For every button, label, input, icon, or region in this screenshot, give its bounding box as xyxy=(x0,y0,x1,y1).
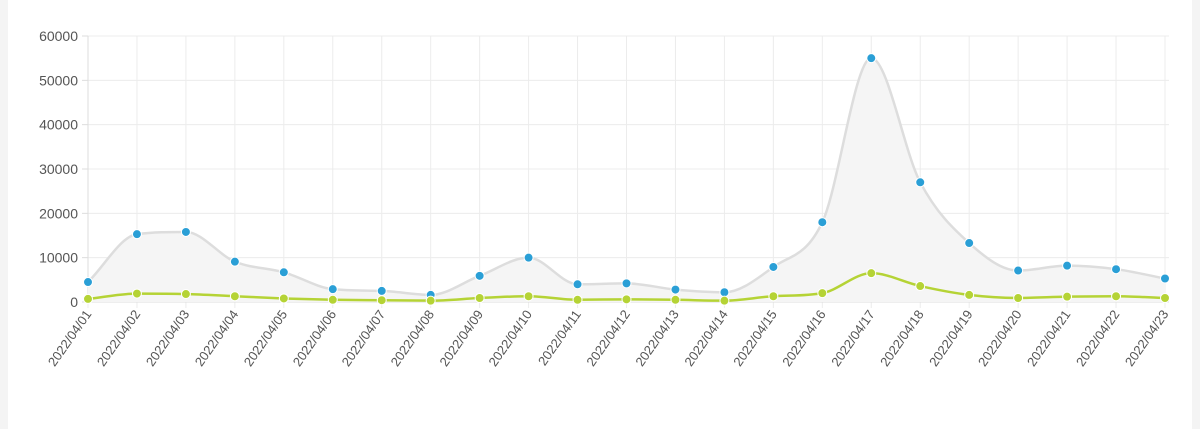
y-tick-label: 40000 xyxy=(39,117,78,133)
x-tick-label: 2022/04/02 xyxy=(94,307,144,369)
y-tick-label: 50000 xyxy=(39,72,78,88)
series-1-point xyxy=(719,287,730,298)
x-tick-label: 2022/04/19 xyxy=(926,307,976,369)
x-tick-label: 2022/04/06 xyxy=(290,307,340,369)
x-tick-label: 2022/04/10 xyxy=(485,307,535,369)
line-chart: 0 10000 20000 30000 40000 50000 60000 2022/04/… xyxy=(39,28,1172,369)
x-tick-label: 2022/04/09 xyxy=(436,307,486,369)
x-tick-label: 2022/04/12 xyxy=(583,307,633,369)
x-tick-label: 2022/04/07 xyxy=(339,307,389,369)
x-tick-label: 2022/04/05 xyxy=(241,307,291,369)
series-2-point xyxy=(964,289,975,300)
series-2-point xyxy=(817,288,828,299)
series-2-point xyxy=(83,293,93,304)
x-tick-label: 2022/04/15 xyxy=(730,307,780,369)
y-tick-label: 30000 xyxy=(39,161,78,177)
series-2-point xyxy=(1062,291,1073,302)
series-layer xyxy=(83,53,1170,306)
y-tick-label: 20000 xyxy=(39,205,78,221)
series-2-point xyxy=(474,293,485,304)
series-2-point xyxy=(376,295,387,306)
y-axis: 0 10000 20000 30000 40000 50000 60000 xyxy=(39,28,78,310)
series-1-point xyxy=(768,261,779,272)
series-1-point xyxy=(964,238,975,249)
x-tick-label: 2022/04/08 xyxy=(388,307,438,369)
series-1-point xyxy=(866,53,877,64)
series-2-point xyxy=(719,295,730,306)
series-1-point xyxy=(1013,265,1024,276)
series-2-point xyxy=(327,294,338,305)
series-1-point xyxy=(376,285,387,296)
x-axis: 2022/04/01 2022/04/02 2022/04/03 2022/04/04… xyxy=(45,307,1172,369)
x-tick-label: 2022/04/21 xyxy=(1024,307,1074,369)
series-2-point xyxy=(1160,293,1170,304)
series-1-point xyxy=(131,229,142,240)
series-1-point xyxy=(327,284,338,295)
x-tick-label: 2022/04/14 xyxy=(681,307,731,369)
series-2-point xyxy=(180,289,191,300)
x-tick-label: 2022/04/18 xyxy=(877,307,927,369)
series-2-point xyxy=(131,288,142,299)
series-2-point xyxy=(229,291,240,302)
x-tick-label: 2022/04/17 xyxy=(828,307,878,369)
series-2-point xyxy=(866,268,877,279)
chart-card: 0 10000 20000 30000 40000 50000 60000 2022/04/… xyxy=(8,0,1192,429)
y-tick-label: 0 xyxy=(70,294,78,310)
series-2-point xyxy=(768,291,779,302)
x-tick-label: 2022/04/23 xyxy=(1122,307,1172,369)
x-tick-label: 2022/04/03 xyxy=(143,307,193,369)
series-1-point xyxy=(83,277,93,288)
y-tick-label: 10000 xyxy=(39,250,78,266)
x-tick-label: 2022/04/13 xyxy=(632,307,682,369)
x-tick-label: 2022/04/16 xyxy=(779,307,829,369)
series-2-point xyxy=(915,281,926,292)
series-1-point xyxy=(1160,273,1170,284)
series-2-point xyxy=(523,291,534,302)
series-1-point xyxy=(278,267,289,278)
series-1-area xyxy=(88,58,1165,302)
x-tick-label: 2022/04/20 xyxy=(975,307,1025,369)
series-1-point xyxy=(670,284,681,295)
x-tick-label: 2022/04/04 xyxy=(192,307,242,369)
series-1-point xyxy=(180,226,191,237)
series-2-point xyxy=(1013,293,1024,304)
series-2-point xyxy=(425,295,436,306)
series-1-point xyxy=(817,217,828,228)
series-1-point xyxy=(1062,260,1073,271)
series-2-point xyxy=(278,293,289,304)
x-tick-label: 2022/04/22 xyxy=(1073,307,1123,369)
y-tick-label: 60000 xyxy=(39,28,78,44)
x-tick-label: 2022/04/11 xyxy=(535,307,584,368)
series-1-point xyxy=(1111,264,1122,275)
series-2-point xyxy=(572,294,583,305)
series-2-point xyxy=(1111,291,1122,302)
series-1-point xyxy=(572,279,583,290)
x-tick-label: 2022/04/01 xyxy=(45,307,95,369)
series-1-point xyxy=(915,177,926,188)
series-1-point xyxy=(229,256,240,267)
series-1-point xyxy=(523,252,534,263)
series-1-point xyxy=(474,270,485,281)
series-2-point xyxy=(621,294,632,305)
series-2-point xyxy=(670,294,681,305)
series-1-point xyxy=(621,278,632,289)
